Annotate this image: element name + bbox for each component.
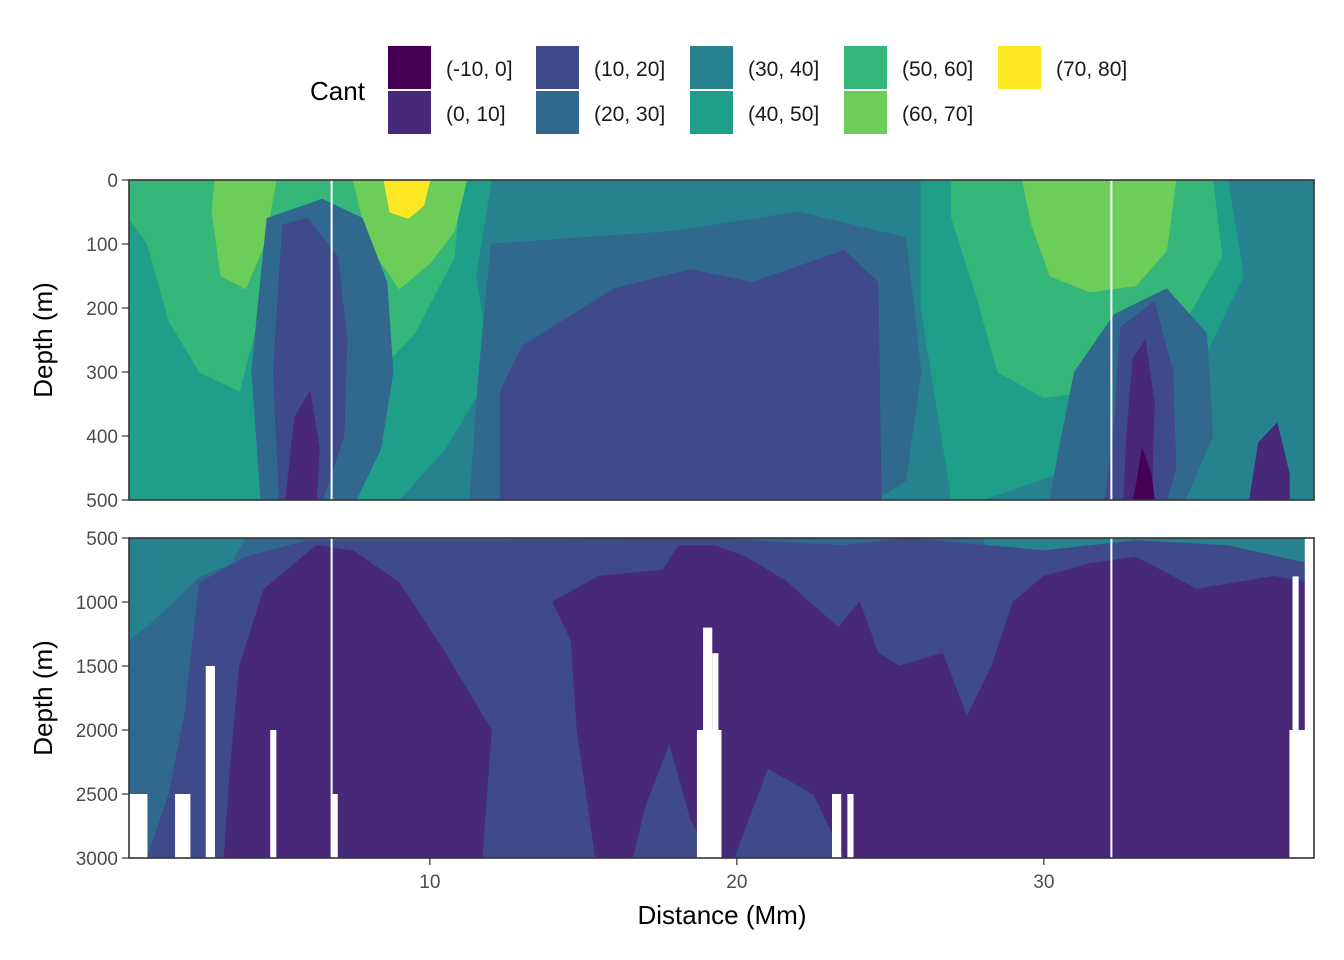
y-tick-label: 0	[107, 171, 118, 192]
x-axis: 10 20 30	[419, 858, 1054, 893]
legend-key-3	[536, 91, 579, 134]
y-axis-label-lower: Depth (m)	[28, 640, 58, 756]
legend-label-2: (10, 20]	[594, 58, 665, 81]
legend-key-6	[844, 46, 887, 89]
data-gap-7	[712, 653, 719, 730]
x-tick-label: 30	[1033, 872, 1054, 893]
legend-label-5: (40, 50]	[748, 103, 819, 126]
contour-band-8	[383, 180, 431, 219]
data-gap-12	[1304, 538, 1314, 858]
data-gap-6	[703, 627, 713, 730]
data-gap-0	[129, 794, 148, 858]
legend-title: Cant	[310, 76, 366, 106]
legend-key-5	[690, 91, 733, 134]
contour-band-17	[1249, 422, 1290, 500]
contour-band-18	[1132, 448, 1155, 500]
contour-band-15	[285, 390, 320, 500]
contour-band-16	[1123, 339, 1155, 500]
y-tick-label: 100	[86, 235, 118, 256]
data-gap-5	[696, 730, 722, 858]
plot-area	[129, 538, 1314, 858]
legend-label-4: (30, 40]	[748, 58, 819, 81]
x-axis-label: Distance (Mm)	[637, 900, 806, 930]
data-gap-3	[270, 730, 277, 858]
data-gap-8	[832, 794, 842, 858]
plot-area	[129, 180, 1314, 500]
y-tick-label: 3000	[76, 849, 118, 870]
legend: Cant (-10, 0] (0, 10] (10, 20] (20, 30] (30,…	[310, 46, 1127, 134]
panel-border	[128, 537, 1315, 859]
legend-key-4	[690, 46, 733, 89]
y-tick-label: 500	[86, 529, 118, 550]
legend-label-6: (50, 60]	[902, 58, 973, 81]
data-gap-11	[1292, 576, 1299, 730]
y-axis-label-upper: Depth (m)	[28, 282, 58, 398]
contour-band-5	[552, 545, 1309, 858]
legend-label-8: (70, 80]	[1056, 58, 1127, 81]
data-gap-1	[175, 794, 191, 858]
y-tick-label: 200	[86, 299, 118, 320]
y-tick-label: 400	[86, 427, 118, 448]
y-tick-label: 2500	[76, 785, 118, 806]
data-gap-9	[847, 794, 854, 858]
legend-key-7	[844, 91, 887, 134]
y-tick-label: 1000	[76, 593, 118, 614]
contour-band-13	[272, 217, 348, 500]
contour-band-12	[500, 249, 882, 500]
contour-band-4	[223, 545, 492, 858]
legend-key-2	[536, 46, 579, 89]
x-tick-label: 20	[726, 872, 747, 893]
contour-band-1	[129, 538, 247, 641]
data-gap-4	[331, 794, 338, 858]
legend-label-3: (20, 30]	[594, 103, 665, 126]
lower-panel: 500 1000 1500 2000 2500 3000	[76, 529, 1315, 870]
y-tick-label: 300	[86, 363, 118, 384]
y-tick-label: 2000	[76, 721, 118, 742]
legend-label-1: (0, 10]	[446, 103, 506, 126]
upper-panel: 0 100 200 300 400 500	[86, 171, 1315, 512]
legend-key-1	[388, 91, 431, 134]
contour-band-5	[211, 180, 277, 290]
data-gap-2	[205, 666, 215, 858]
legend-label-7: (60, 70]	[902, 103, 973, 126]
x-tick-label: 10	[419, 872, 440, 893]
legend-label-0: (-10, 0]	[446, 58, 513, 81]
y-tick-label: 500	[86, 491, 118, 512]
y-tick-label: 1500	[76, 657, 118, 678]
contour-band-7	[1022, 180, 1177, 293]
panel-border	[128, 179, 1315, 501]
legend-key-8	[998, 46, 1041, 89]
legend-key-0	[388, 46, 431, 89]
